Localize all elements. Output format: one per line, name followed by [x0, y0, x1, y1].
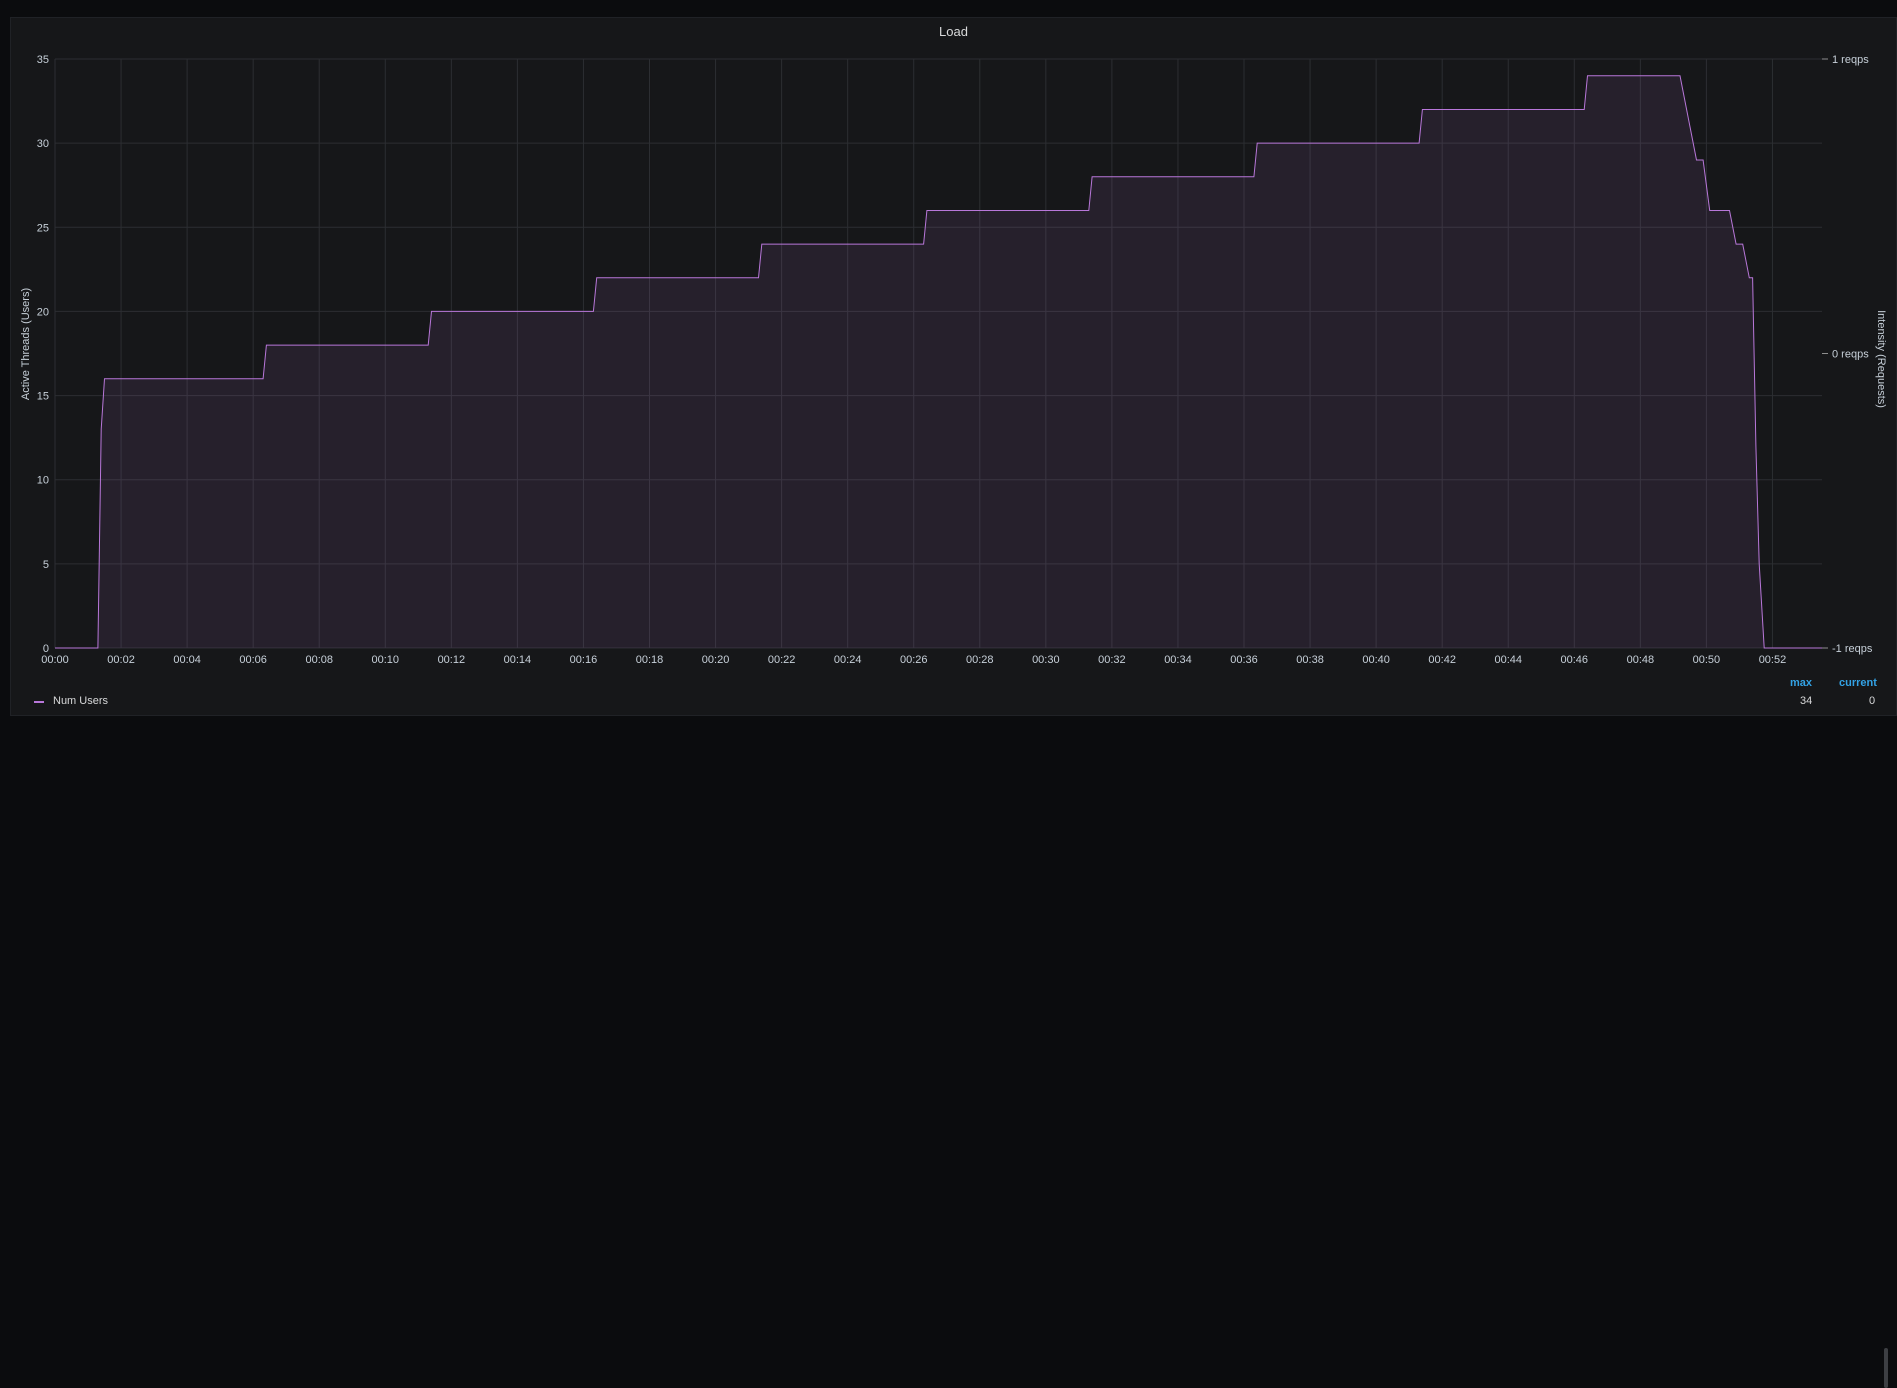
y2-tick-label: -1 reqps [1832, 643, 1873, 655]
legend: Num Users max current 34 0 [0, 672, 1897, 1388]
load-chart: 0 5 10 15 20 25 30 35 1 reqps 0 reqps -1 reqps 00… [20, 54, 1887, 666]
x-tick-label: 00:46 [1561, 654, 1589, 666]
x-tick-label: 00:16 [570, 654, 598, 666]
x-tick-label: 00:12 [438, 654, 466, 666]
y-axis-label: Active Threads (Users) [20, 288, 32, 400]
legend-value-max: 34 [1800, 695, 1813, 707]
x-tick-label: 00:02 [107, 654, 135, 666]
load-panel: Load [10, 17, 1897, 716]
y-tick-label: 15 [37, 391, 49, 403]
x-tick-label: 00:24 [834, 654, 862, 666]
y-tick-label: 10 [37, 475, 49, 487]
y-tick-label: 35 [37, 54, 49, 66]
x-tick-label: 00:14 [504, 654, 532, 666]
legend-header-current[interactable]: current [1839, 677, 1877, 689]
y2-tick-label: 1 reqps [1832, 54, 1869, 66]
y2-axis-label: Intensity (Requests) [1875, 310, 1887, 408]
x-tick-label: 00:20 [702, 654, 730, 666]
y-tick-label: 5 [43, 559, 49, 571]
y-axis-ticks: 0 5 10 15 20 25 30 35 [37, 54, 49, 655]
y-tick-label: 25 [37, 222, 49, 234]
x-tick-label: 00:28 [966, 654, 994, 666]
legend-item-num-users[interactable]: Num Users [53, 695, 109, 707]
y-tick-label: 20 [37, 306, 49, 318]
x-tick-label: 00:48 [1627, 654, 1655, 666]
y2-axis-ticks: 1 reqps 0 reqps -1 reqps [1822, 54, 1873, 655]
x-tick-label: 00:40 [1362, 654, 1390, 666]
x-tick-label: 00:22 [768, 654, 796, 666]
x-tick-label: 00:08 [305, 654, 333, 666]
x-tick-label: 00:18 [636, 654, 664, 666]
x-tick-label: 00:30 [1032, 654, 1060, 666]
x-tick-label: 00:44 [1494, 654, 1522, 666]
x-tick-label: 00:06 [239, 654, 267, 666]
x-tick-label: 00:34 [1164, 654, 1192, 666]
panel-title[interactable]: Load [939, 24, 968, 39]
chart-area [55, 75, 1822, 649]
x-tick-label: 00:52 [1759, 654, 1787, 666]
x-tick-label: 00:32 [1098, 654, 1126, 666]
x-tick-label: 00:38 [1296, 654, 1324, 666]
x-tick-label: 00:10 [372, 654, 400, 666]
x-tick-label: 00:26 [900, 654, 928, 666]
legend-swatch [34, 701, 44, 703]
series-line-num-users[interactable] [55, 75, 1822, 649]
series-fill-num-users [55, 75, 1822, 649]
legend-scrollbar[interactable] [1884, 1348, 1888, 1388]
y2-tick-label: 0 reqps [1832, 349, 1869, 361]
legend-header-max[interactable]: max [1790, 677, 1813, 689]
x-tick-label: 00:50 [1693, 654, 1721, 666]
x-tick-label: 00:04 [173, 654, 201, 666]
x-axis-ticks: 00:00 00:02 00:04 00:06 00:08 00:10 00:12 00:14… [41, 654, 1786, 666]
x-tick-label: 00:36 [1230, 654, 1258, 666]
y-tick-label: 0 [43, 643, 49, 655]
legend-value-current: 0 [1869, 695, 1876, 707]
x-tick-label: 00:42 [1428, 654, 1456, 666]
chart-grid [54, 58, 1822, 649]
x-tick-label: 00:00 [41, 654, 69, 666]
y-tick-label: 30 [37, 138, 49, 150]
